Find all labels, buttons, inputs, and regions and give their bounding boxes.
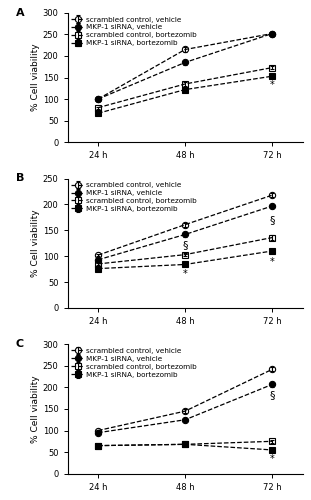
Legend: scrambled control, vehicle, MKP-1 siRNA, vehicle, scrambled control, bortezomib,: scrambled control, vehicle, MKP-1 siRNA,… [70,181,198,214]
Y-axis label: % Cell viability: % Cell viability [31,375,40,443]
Text: B: B [16,174,24,184]
Y-axis label: % Cell viability: % Cell viability [31,44,40,112]
Text: *: * [270,80,275,90]
Y-axis label: % Cell viability: % Cell viability [31,210,40,277]
Text: *: * [183,87,188,97]
Text: *: * [270,256,275,266]
Legend: scrambled control, vehicle, MKP-1 siRNA, vehicle, scrambled control, bortezomib,: scrambled control, vehicle, MKP-1 siRNA,… [70,15,198,48]
Text: A: A [16,8,25,18]
Text: *: * [183,269,188,279]
Text: §: § [269,215,275,225]
Text: §: § [269,390,275,400]
Legend: scrambled control, vehicle, MKP-1 siRNA, vehicle, scrambled control, bortezomib,: scrambled control, vehicle, MKP-1 siRNA,… [70,346,198,379]
Text: §: § [182,240,188,250]
Text: *: * [270,454,275,464]
Text: C: C [16,339,24,349]
